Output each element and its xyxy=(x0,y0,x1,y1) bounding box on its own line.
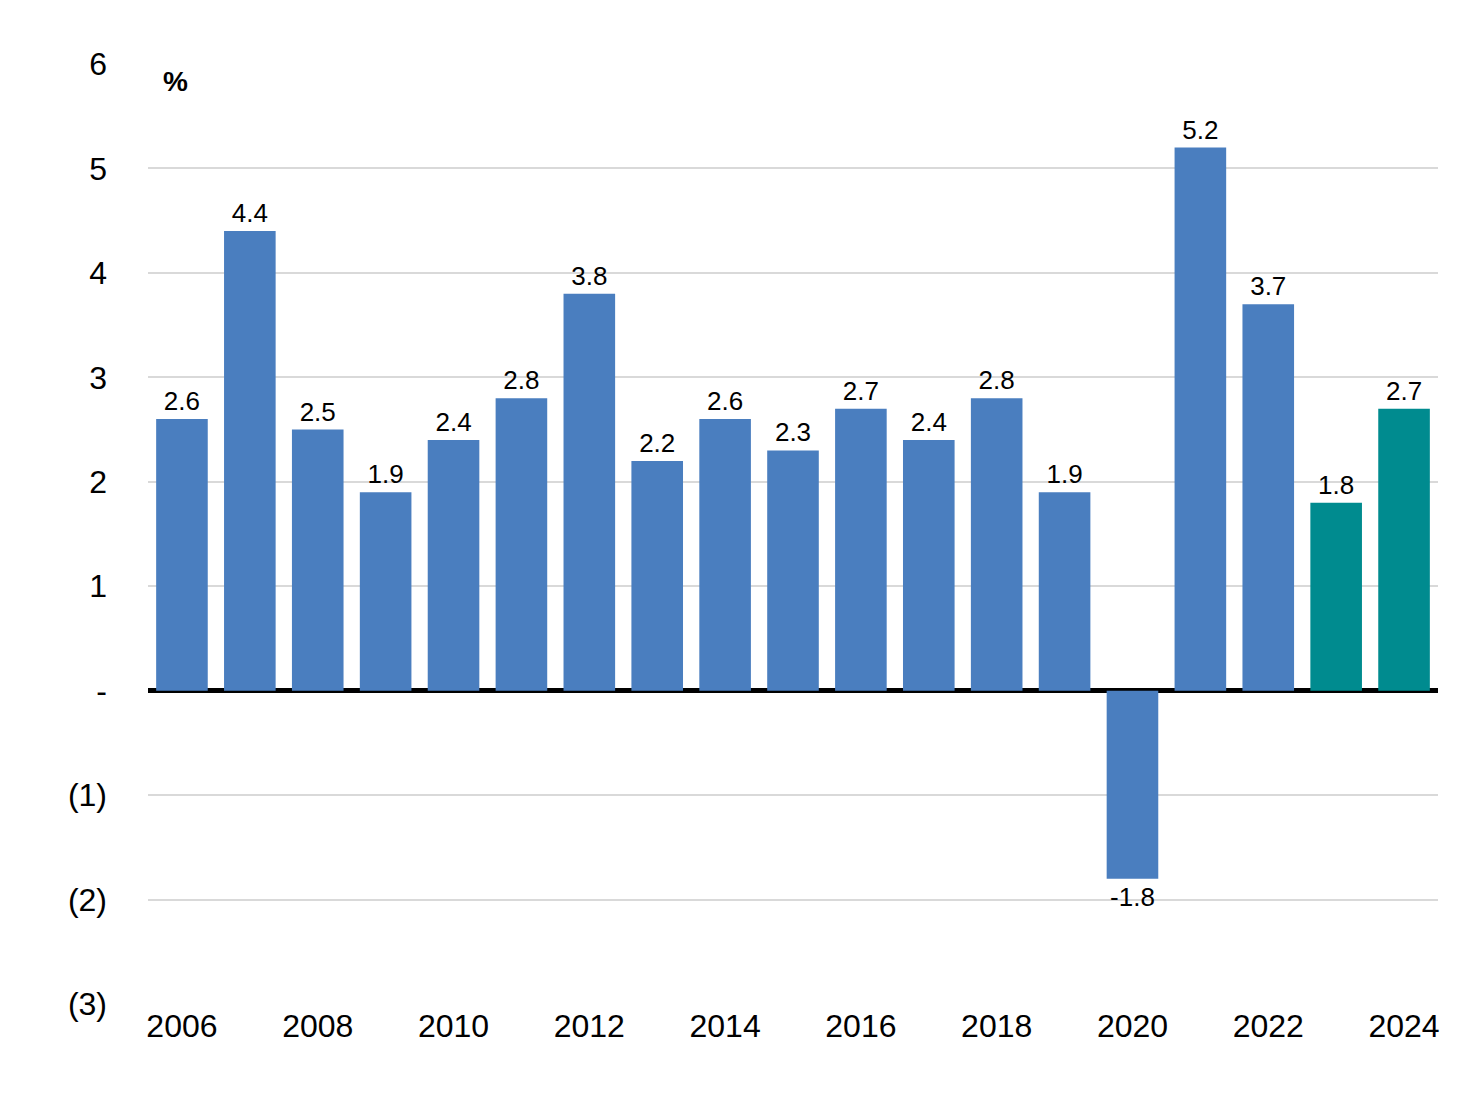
svg-text:2020: 2020 xyxy=(1097,1008,1168,1044)
svg-text:2.2: 2.2 xyxy=(639,428,675,458)
svg-text:2012: 2012 xyxy=(554,1008,625,1044)
svg-text:1.9: 1.9 xyxy=(368,459,404,489)
svg-text:6: 6 xyxy=(89,46,107,82)
svg-text:1.9: 1.9 xyxy=(1047,459,1083,489)
svg-text:2.8: 2.8 xyxy=(979,365,1015,395)
svg-text:2018: 2018 xyxy=(961,1008,1032,1044)
svg-text:4.4: 4.4 xyxy=(232,198,268,228)
svg-text:5: 5 xyxy=(89,151,107,187)
svg-text:2006: 2006 xyxy=(146,1008,217,1044)
svg-text:1.8: 1.8 xyxy=(1318,470,1354,500)
svg-text:2008: 2008 xyxy=(282,1008,353,1044)
svg-text:2022: 2022 xyxy=(1233,1008,1304,1044)
svg-text:2.4: 2.4 xyxy=(911,407,947,437)
svg-text:(2): (2) xyxy=(68,882,107,918)
svg-text:2.7: 2.7 xyxy=(1386,376,1422,406)
svg-text:2.6: 2.6 xyxy=(707,386,743,416)
svg-text:%: % xyxy=(163,66,188,97)
svg-text:-: - xyxy=(96,673,107,709)
svg-text:3: 3 xyxy=(89,360,107,396)
svg-text:2.5: 2.5 xyxy=(300,397,336,427)
svg-text:4: 4 xyxy=(89,255,107,291)
svg-text:2016: 2016 xyxy=(825,1008,896,1044)
svg-text:5.2: 5.2 xyxy=(1182,115,1218,145)
svg-text:2.6: 2.6 xyxy=(164,386,200,416)
svg-text:1: 1 xyxy=(89,568,107,604)
svg-text:2: 2 xyxy=(89,464,107,500)
svg-text:2.4: 2.4 xyxy=(435,407,471,437)
svg-text:(3): (3) xyxy=(68,986,107,1022)
svg-text:3.8: 3.8 xyxy=(571,261,607,291)
svg-text:2.8: 2.8 xyxy=(503,365,539,395)
svg-text:2010: 2010 xyxy=(418,1008,489,1044)
svg-text:3.7: 3.7 xyxy=(1250,271,1286,301)
svg-text:2014: 2014 xyxy=(690,1008,761,1044)
svg-text:-1.8: -1.8 xyxy=(1110,882,1155,912)
svg-text:2024: 2024 xyxy=(1368,1008,1439,1044)
svg-text:2.3: 2.3 xyxy=(775,417,811,447)
svg-text:2.7: 2.7 xyxy=(843,376,879,406)
svg-text:(1): (1) xyxy=(68,777,107,813)
